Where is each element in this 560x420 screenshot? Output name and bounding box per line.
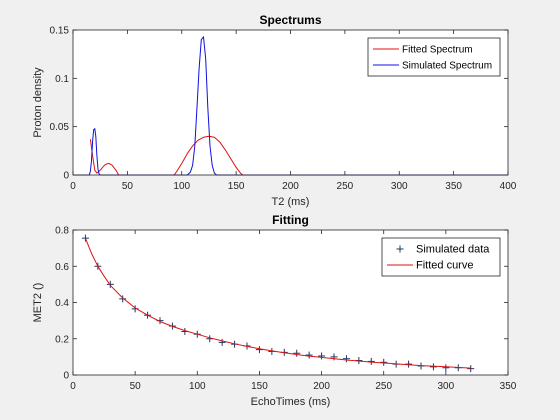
spectrums-x-tick-label: 0: [70, 181, 76, 192]
simulated-data-marker: [342, 355, 350, 363]
fitting-legend: Simulated data Fitted curve: [381, 237, 501, 277]
simulated-data-marker: [119, 295, 127, 303]
fitting-y-tick-label: 0.8: [55, 226, 69, 237]
fitting-x-tick-label: 100: [189, 381, 206, 392]
legend-entry-fitted-spectrum: Fitted Spectrum: [373, 45, 473, 56]
spectrums-title: Spectrums: [259, 13, 321, 27]
fitting-x-tick-label: 250: [375, 381, 392, 392]
spectrums-y-tick-label: 0.05: [50, 122, 70, 133]
spectrums-y-tick-label: 0.1: [55, 74, 69, 85]
simulated-data-marker: [106, 280, 114, 288]
fitting-axes-frame: [72, 229, 509, 376]
legend-label-simulated-data: Simulated data: [416, 244, 490, 256]
legend-entry-simulated-data: Simulated data: [396, 244, 490, 256]
fitted-curve-line: [84, 238, 471, 369]
simulated-data-marker: [380, 358, 388, 366]
fitting-x-tick-label: 350: [500, 381, 517, 392]
fitting-y-tick-label: 0: [63, 371, 69, 382]
simulated-data-marker: [467, 365, 475, 373]
fitting-x-tick-label: 50: [130, 381, 142, 392]
fitting-x-tick-label: 300: [438, 381, 455, 392]
simulated-data-marker: [293, 349, 301, 357]
spectrums-x-tick-label: 100: [173, 181, 190, 192]
spectrums-axes: 0 50 100 150 200 250 300 350 400 0 0.05 0.1 0.15 Spe…: [32, 13, 517, 208]
simulated-data-marker: [305, 351, 313, 359]
simulated-data-marker: [429, 363, 437, 371]
simulated-spectrum-line: [73, 36, 508, 176]
fitting-y-axis-label: MET2 (): [32, 283, 44, 323]
spectrums-x-tick-label: 250: [337, 181, 354, 192]
spectrums-x-tick-label: 400: [500, 181, 517, 192]
fitted-spectrum-line: [89, 135, 244, 176]
fitting-x-tick-label: 150: [251, 381, 268, 392]
fitting-x-tick-label: 0: [70, 381, 76, 392]
spectrums-x-tick-label: 200: [282, 181, 299, 192]
simulated-data-marker: [442, 364, 450, 372]
fitting-x-axis-label: EchoTimes (ms): [251, 396, 331, 408]
fitting-y-tick-label: 0.4: [55, 298, 69, 309]
legend-label-fitted-curve: Fitted curve: [416, 260, 473, 272]
spectrums-legend: Fitted Spectrum Simulated Spectrum: [367, 37, 501, 77]
fitting-x-tick-label: 200: [313, 381, 330, 392]
legend-label-fitted-spectrum: Fitted Spectrum: [402, 45, 473, 56]
spectrums-x-tick-label: 300: [391, 181, 408, 192]
simulated-data-marker: [81, 234, 89, 242]
fitting-series: [81, 234, 475, 373]
spectrums-x-axis-label: T2 (ms): [272, 196, 310, 208]
simulated-data-marker: [318, 352, 326, 360]
legend-label-simulated-spectrum: Simulated Spectrum: [402, 61, 492, 72]
spectrums-x-tick-label: 350: [445, 181, 462, 192]
spectrums-ticks: 0 50 100 150 200 250 300 350 400 0 0.05 0.1 0.15: [50, 26, 517, 193]
fitting-y-tick-label: 0.6: [55, 262, 69, 273]
spectrums-legend-box: [367, 37, 501, 77]
simulated-data-marker: [330, 353, 338, 361]
spectrums-axes-frame: [72, 29, 509, 176]
fitting-title: Fitting: [272, 213, 309, 227]
fitting-legend-box: [381, 237, 501, 277]
spectrums-series: [73, 36, 508, 176]
legend-entry-fitted-curve: Fitted curve: [387, 260, 473, 272]
simulated-data-marker: [218, 338, 226, 346]
fitting-axes: 0 50 100 150 200 250 300 350 0 0.2 0.4 0.6 0.8 Fitti…: [32, 213, 517, 408]
spectrums-y-axis-label: Proton density: [32, 67, 44, 138]
legend-entry-simulated-spectrum: Simulated Spectrum: [373, 61, 492, 72]
fitting-y-tick-label: 0.2: [55, 334, 69, 345]
spectrums-y-tick-label: 0.15: [50, 26, 70, 37]
simulated-data-marker: [255, 346, 263, 354]
spectrums-x-tick-label: 150: [228, 181, 245, 192]
spectrums-x-tick-label: 50: [122, 181, 134, 192]
spectrums-y-tick-label: 0: [63, 171, 69, 182]
